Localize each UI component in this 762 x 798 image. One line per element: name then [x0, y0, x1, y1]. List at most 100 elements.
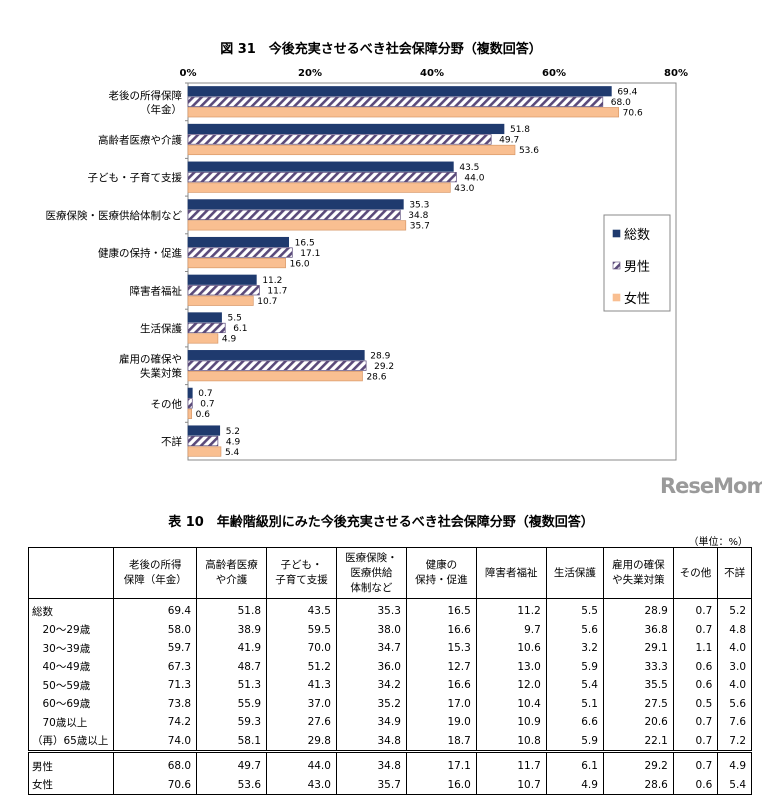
table-cell: 36.8	[602, 620, 674, 639]
table-cell: 12.0	[475, 676, 547, 695]
row-label: 60～69歳	[27, 694, 115, 713]
table-cell: 29.1	[602, 639, 674, 658]
column-header: 老後の所得 保障（年金）	[113, 547, 198, 599]
table-cell: 59.3	[196, 713, 268, 732]
row-label: 30～39歳	[27, 639, 115, 658]
table-cell: 4.0	[717, 676, 752, 695]
bar-男性	[187, 435, 219, 447]
column-header: 生活保護	[545, 547, 604, 599]
legend-swatch	[612, 293, 621, 302]
data-label: 68.0	[611, 98, 631, 108]
table-cell: 0.6	[672, 775, 719, 795]
data-label: 0.7	[200, 400, 214, 410]
table-cell: 16.5	[405, 598, 477, 621]
bar-女性	[187, 220, 407, 231]
bar-総数	[187, 350, 365, 361]
category-label: 不詳	[161, 435, 182, 448]
table-cell: 38.9	[196, 620, 268, 639]
column-header: 健康の 保持・促進	[405, 547, 477, 599]
table-cell: 0.7	[672, 713, 719, 732]
x-tick-label: 80%	[664, 68, 688, 79]
row-label: 20～29歳	[27, 620, 115, 639]
table-cell: 0.6	[672, 676, 719, 695]
table-cell: 28.9	[602, 598, 674, 621]
table-cell: 29.8	[266, 731, 337, 753]
table-cell: 43.5	[266, 598, 337, 621]
bar-男性	[187, 398, 193, 409]
table-cell: 28.6	[602, 775, 674, 795]
table-cell: 33.3	[602, 657, 674, 676]
bar-総数	[187, 236, 290, 248]
bar-総数	[187, 86, 612, 97]
bar-総数	[187, 312, 222, 323]
table-cell: 73.8	[113, 694, 198, 713]
table-cell: 67.3	[113, 657, 198, 676]
table-row: 40～49歳 67.3 48.7 51.2 36.0 12.7 13.0 5.9 33.3 0.6…	[27, 657, 752, 676]
table-cell: 15.3	[405, 639, 477, 658]
watermark-logo: ReseMom	[660, 474, 762, 498]
table-cell: 43.0	[266, 775, 337, 795]
table-cell: 44.0	[266, 751, 337, 776]
category-label: その他	[151, 397, 183, 410]
category-label: 障害者福祉	[130, 284, 183, 297]
table-cell: 36.0	[335, 657, 407, 676]
category-label: 失業対策	[140, 367, 182, 380]
data-label: 17.1	[300, 249, 320, 259]
table-cell: 0.7	[672, 620, 719, 639]
data-label: 5.2	[226, 427, 240, 437]
bar-総数	[187, 387, 193, 398]
table-cell: 74.2	[113, 713, 198, 732]
table-row: （再）65歳以上 74.0 58.1 29.8 34.8 18.7 10.8 5.9 22.1 0…	[27, 731, 752, 753]
table-cell: 4.9	[545, 775, 604, 795]
category-label: （年金）	[140, 103, 182, 116]
row-label: 70歳以上	[27, 713, 115, 732]
table-cell: 27.6	[266, 713, 337, 732]
table-row: 30～39歳 59.7 41.9 70.0 34.7 15.3 10.6 3.2 29.1 1.1…	[27, 639, 752, 658]
bar-男性	[187, 134, 492, 145]
bar-男性	[187, 247, 293, 258]
bar-男性	[187, 172, 457, 183]
column-header: その他	[672, 547, 719, 599]
row-label: 50～59歳	[27, 676, 115, 695]
data-label: 5.5	[228, 314, 242, 324]
table-cell: 16.6	[405, 620, 477, 639]
table-title: 表 10 年齢階級別にみた今後充実させるべき社会保障分野（複数回答）	[168, 515, 594, 530]
legend-label: 総数	[624, 228, 650, 243]
data-table: 老後の所得 保障（年金） 高齢者医療 や介護 子ども・ 子育て支援 医療保険・ 医療供給 体制な…	[27, 547, 752, 795]
bar-女性	[187, 107, 620, 118]
table-cell: 19.0	[405, 713, 477, 732]
bar-chart: 0% 20% 40% 60% 80% 老後の所得保障（年金） 69.468.070.6 高齢者…	[46, 68, 688, 461]
table-cell: 0.6	[672, 657, 719, 676]
data-label: 4.9	[226, 437, 241, 447]
column-header: 雇用の確保 や失業対策	[602, 547, 674, 599]
data-label: 34.8	[408, 211, 428, 221]
column-header: 子ども・ 子育て支援	[266, 547, 337, 599]
data-label: 0.6	[196, 410, 211, 420]
table-cell: 59.7	[113, 639, 198, 658]
table-cell: 5.4	[545, 676, 604, 695]
table-cell: 35.5	[602, 676, 674, 695]
data-label: 43.0	[454, 184, 474, 194]
table-cell: 34.2	[335, 676, 407, 695]
table-cell: 37.0	[266, 694, 337, 713]
table-cell: 74.0	[113, 731, 198, 753]
table-cell: 35.2	[335, 694, 407, 713]
data-label: 44.0	[464, 173, 484, 183]
table-cell: 5.6	[545, 620, 604, 639]
table-cell: 27.5	[602, 694, 674, 713]
row-label: 40～49歳	[27, 657, 115, 676]
bar-総数	[187, 425, 221, 436]
bar-男性	[187, 96, 604, 107]
x-tick-label: 40%	[420, 68, 444, 79]
table-cell: 5.2	[717, 598, 752, 621]
table-cell: 16.6	[405, 676, 477, 695]
bar-女性	[187, 446, 222, 457]
table-cell: 4.0	[717, 639, 752, 658]
data-label: 11.7	[267, 287, 287, 297]
table-cell: 51.2	[266, 657, 337, 676]
bar-女性	[187, 408, 193, 419]
table-cell: 13.0	[475, 657, 547, 676]
table-cell: 12.7	[405, 657, 477, 676]
column-header: 医療保険・ 医療供給 体制など	[335, 547, 407, 599]
table-cell: 11.7	[475, 751, 547, 776]
